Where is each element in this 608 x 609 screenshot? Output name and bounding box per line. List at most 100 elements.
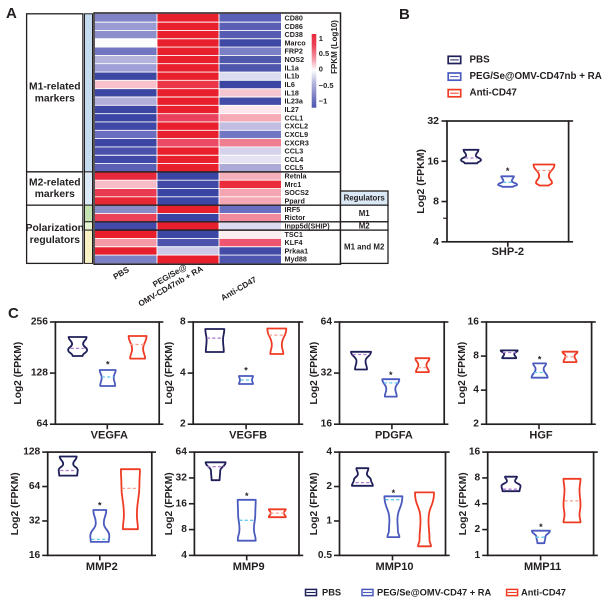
- svg-text:CCL5: CCL5: [285, 163, 304, 172]
- svg-text:2: 2: [326, 481, 332, 492]
- svg-text:CCL1: CCL1: [285, 113, 304, 122]
- svg-text:IL1b: IL1b: [285, 72, 300, 81]
- svg-text:Log2 (FPKM): Log2 (FPKM): [309, 472, 320, 535]
- svg-text:IL27: IL27: [285, 105, 299, 114]
- svg-text:0.5: 0.5: [319, 49, 329, 58]
- svg-text:64: 64: [321, 317, 333, 328]
- svg-text:M1-related: M1-related: [29, 82, 81, 93]
- svg-text:MMP11: MMP11: [524, 561, 561, 573]
- svg-text:B: B: [399, 6, 410, 23]
- svg-text:C: C: [8, 305, 19, 322]
- svg-text:16: 16: [469, 447, 481, 458]
- svg-text:1: 1: [326, 515, 332, 526]
- svg-text:*: *: [539, 522, 543, 532]
- svg-text:Retnla: Retnla: [285, 172, 308, 181]
- svg-text:VEGFA: VEGFA: [91, 430, 128, 442]
- svg-text:PBS: PBS: [470, 54, 491, 65]
- svg-text:4: 4: [326, 447, 332, 458]
- svg-text:IL6: IL6: [285, 80, 295, 89]
- svg-text:Inpp5d(SHIP): Inpp5d(SHIP): [285, 221, 331, 230]
- svg-text:32: 32: [176, 472, 188, 483]
- svg-text:*: *: [244, 366, 248, 376]
- svg-text:CD80: CD80: [285, 13, 303, 22]
- svg-text:IRF5: IRF5: [285, 205, 301, 214]
- svg-text:16: 16: [29, 550, 41, 561]
- svg-text:Log2 (FPKM): Log2 (FPKM): [458, 472, 469, 535]
- svg-text:−0.5: −0.5: [319, 81, 334, 90]
- svg-text:Prkaa1: Prkaa1: [285, 246, 309, 255]
- svg-text:*: *: [506, 166, 510, 176]
- svg-text:32: 32: [427, 115, 439, 127]
- svg-text:Mrc1: Mrc1: [285, 180, 302, 189]
- svg-text:CCL4: CCL4: [285, 155, 304, 164]
- svg-text:Log2 (FPKM): Log2 (FPKM): [164, 472, 175, 535]
- svg-text:CCL3: CCL3: [285, 147, 304, 156]
- svg-text:64: 64: [29, 481, 41, 492]
- svg-text:PDGFA: PDGFA: [375, 430, 413, 442]
- svg-text:CXCL9: CXCL9: [285, 130, 309, 139]
- svg-text:Log2 (FPKM): Log2 (FPKM): [13, 342, 24, 405]
- svg-text:8: 8: [180, 317, 186, 328]
- svg-text:8: 8: [433, 196, 439, 208]
- svg-text:Log2 (FPKM): Log2 (FPKM): [415, 149, 427, 214]
- svg-text:*: *: [98, 501, 102, 511]
- svg-text:VEGFB: VEGFB: [229, 430, 267, 442]
- svg-text:2: 2: [473, 419, 479, 430]
- svg-text:64: 64: [176, 447, 188, 458]
- svg-text:PEG/Se@OMV-CD47 + RA: PEG/Se@OMV-CD47 + RA: [377, 588, 491, 598]
- svg-text:8: 8: [181, 524, 187, 535]
- svg-text:CD86: CD86: [285, 22, 303, 31]
- svg-text:4: 4: [180, 368, 186, 379]
- svg-text:256: 256: [31, 317, 48, 328]
- svg-text:32: 32: [29, 515, 41, 526]
- svg-text:HGF: HGF: [529, 430, 553, 442]
- svg-text:2: 2: [180, 419, 186, 430]
- svg-text:1: 1: [475, 550, 481, 561]
- svg-text:markers: markers: [35, 189, 75, 200]
- svg-text:M2-related: M2-related: [29, 177, 81, 188]
- svg-text:−1: −1: [319, 97, 328, 106]
- svg-text:Log2 (FPKM): Log2 (FPKM): [10, 472, 21, 535]
- svg-text:64: 64: [37, 419, 49, 430]
- svg-text:16: 16: [176, 498, 188, 509]
- svg-text:TSC1: TSC1: [285, 230, 303, 239]
- svg-text:MMP9: MMP9: [233, 561, 265, 573]
- svg-text:8: 8: [473, 351, 479, 362]
- svg-text:MMP2: MMP2: [86, 561, 118, 573]
- svg-text:4: 4: [475, 498, 481, 509]
- svg-text:Regulators: Regulators: [344, 194, 386, 203]
- svg-text:Log2 (FPKM): Log2 (FPKM): [164, 342, 175, 405]
- svg-text:Anti-CD47: Anti-CD47: [470, 88, 518, 99]
- svg-text:MMP10: MMP10: [376, 561, 414, 573]
- svg-text:KLF4: KLF4: [285, 238, 303, 247]
- svg-text:128: 128: [31, 368, 48, 379]
- svg-text:128: 128: [23, 447, 40, 458]
- svg-text:4: 4: [181, 550, 187, 561]
- svg-text:IL1a: IL1a: [285, 63, 300, 72]
- svg-text:*: *: [392, 488, 396, 498]
- svg-text:SHP-2: SHP-2: [492, 246, 524, 258]
- svg-text:2: 2: [475, 524, 481, 535]
- svg-text:Log2 (FPKM): Log2 (FPKM): [457, 342, 468, 405]
- svg-text:FPKM (Log10): FPKM (Log10): [330, 20, 339, 74]
- svg-text:*: *: [245, 491, 249, 501]
- svg-text:0.5: 0.5: [318, 550, 332, 561]
- svg-text:IL18: IL18: [285, 88, 299, 97]
- svg-text:markers: markers: [35, 93, 75, 104]
- svg-text:16: 16: [468, 317, 480, 328]
- svg-text:PBS: PBS: [322, 588, 341, 598]
- svg-text:PEG/Se@OMV-CD47nb + RA: PEG/Se@OMV-CD47nb + RA: [470, 71, 602, 82]
- svg-text:Rictor: Rictor: [285, 213, 306, 222]
- svg-text:16: 16: [427, 155, 439, 167]
- svg-text:Marco: Marco: [285, 38, 307, 47]
- svg-text:1: 1: [319, 34, 323, 43]
- svg-text:Polarization: Polarization: [26, 223, 84, 234]
- svg-text:*: *: [389, 370, 393, 380]
- svg-text:M2: M2: [359, 221, 371, 230]
- svg-text:Ppard: Ppard: [285, 197, 305, 206]
- svg-text:CD38: CD38: [285, 30, 303, 39]
- svg-text:Log2 (FPKM): Log2 (FPKM): [309, 342, 320, 405]
- svg-text:4: 4: [433, 236, 439, 248]
- svg-text:M1: M1: [359, 209, 371, 218]
- svg-text:CXCL2: CXCL2: [285, 122, 309, 131]
